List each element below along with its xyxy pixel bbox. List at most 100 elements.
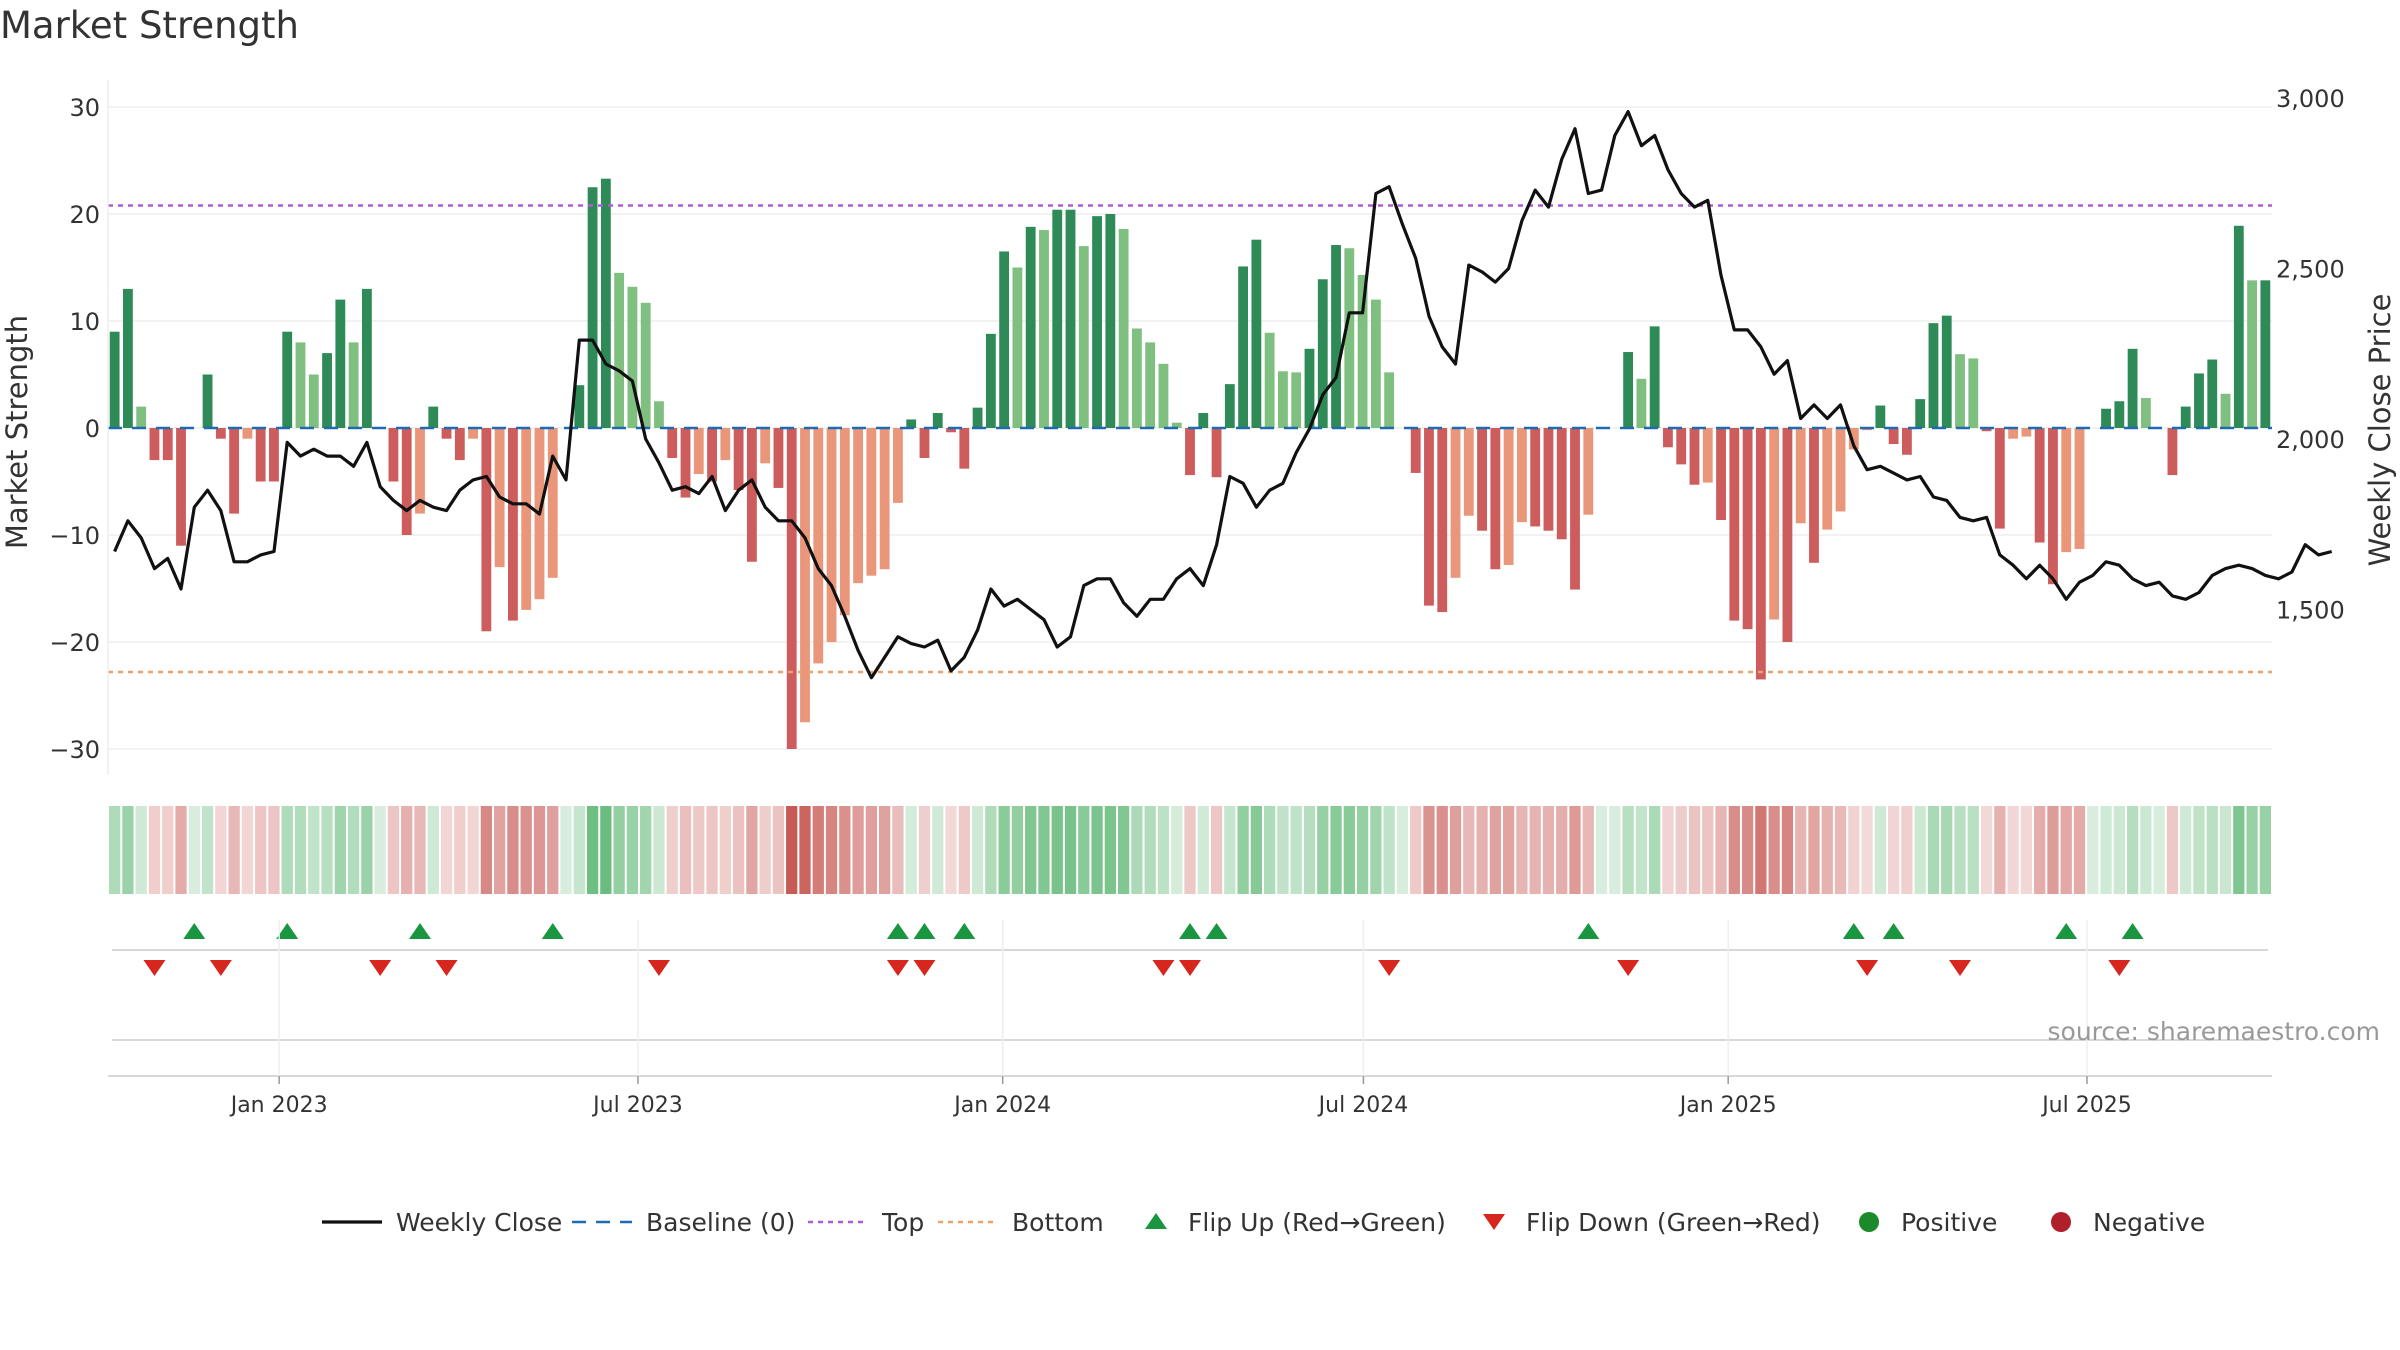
legend-item-flip-down: Flip Down (Green→Red) <box>1476 1202 1821 1242</box>
strength-bar <box>1649 326 1660 428</box>
market-strength-chart: −30 −20 −10 0 10 20 30 1,500 2,000 2,500 3,000 Jan… <box>0 80 2397 1118</box>
legend-swatch <box>322 1220 382 1224</box>
heat-cell <box>786 806 798 894</box>
heat-cell <box>1396 806 1409 894</box>
heat-cell <box>188 806 200 894</box>
heat-cell <box>1038 806 1050 894</box>
heat-cell <box>1502 806 1515 894</box>
heat-cell <box>2073 806 2086 894</box>
strength-bar <box>2207 359 2218 428</box>
flip-up-marker <box>1882 923 1905 939</box>
flip-up-marker <box>408 923 431 939</box>
y-tick-label: 0 <box>85 415 100 443</box>
legend-label: Baseline (0) <box>646 1207 796 1237</box>
strength-bar <box>2048 428 2058 585</box>
heat-cell <box>653 806 665 894</box>
strength-bar <box>866 428 877 576</box>
heat-cell <box>1516 806 1528 894</box>
heat-cell <box>1967 806 1979 894</box>
strength-bar <box>361 288 372 428</box>
strength-heat-strip <box>109 806 2271 894</box>
strength-bar <box>1291 372 1302 428</box>
strength-bar <box>335 299 346 428</box>
heat-cell <box>865 806 878 894</box>
strength-bar <box>972 407 983 428</box>
legend-swatch <box>1859 1212 1879 1232</box>
heat-cell <box>759 806 771 894</box>
strength-bar <box>1835 428 1846 512</box>
heat-cell <box>825 806 838 894</box>
strength-bar <box>1145 342 1156 428</box>
reference-lines <box>108 204 2272 674</box>
heat-cell <box>772 806 785 894</box>
heat-cell <box>2087 806 2099 894</box>
strength-bar <box>667 428 678 458</box>
legend-label: Negative <box>2093 1207 2206 1237</box>
strength-bar <box>1211 428 1222 478</box>
heat-cell <box>1556 806 1568 894</box>
heat-cell <box>175 806 187 894</box>
heat-cell <box>1834 806 1847 894</box>
strength-bar <box>521 428 532 610</box>
strength-bar <box>2194 373 2204 428</box>
strength-bar <box>919 428 930 458</box>
heat-cell <box>1569 806 1581 894</box>
heat-cell <box>1184 806 1196 894</box>
strength-bar <box>308 374 319 428</box>
heat-cell <box>1980 806 1993 894</box>
heat-cell <box>905 806 917 894</box>
heat-cell <box>998 806 1010 894</box>
heat-cell <box>1383 806 1395 894</box>
strength-bar <box>1317 279 1328 428</box>
strength-bar <box>1742 428 1753 630</box>
heat-cell <box>1303 806 1316 894</box>
strength-bar <box>2008 428 2019 439</box>
heat-cell <box>480 806 493 894</box>
heat-cell <box>1542 806 1555 894</box>
heat-cell <box>215 806 227 894</box>
flip-down-marker <box>647 960 670 976</box>
strength-bar <box>468 428 479 439</box>
strength-bar <box>733 428 744 491</box>
strength-bars <box>109 178 2271 749</box>
legend-swatch <box>572 1220 632 1224</box>
strength-bar <box>1901 428 1912 455</box>
heat-cell <box>812 806 824 894</box>
strength-bar <box>1012 267 1023 428</box>
strength-bar <box>1503 428 1514 565</box>
y2-tick-label: 2,500 <box>2276 256 2345 284</box>
strength-bar <box>1968 358 1979 428</box>
strength-bar <box>1198 413 1209 428</box>
y-tick-label: 20 <box>69 201 100 229</box>
flip-up-marker <box>1179 923 1201 939</box>
flip-up-marker <box>1577 923 1600 939</box>
strength-bar <box>1623 352 1634 428</box>
heat-cell <box>1715 806 1727 894</box>
strength-bar <box>1755 428 1766 680</box>
strength-bar <box>1437 428 1448 613</box>
strength-bar <box>1663 428 1673 448</box>
heat-cell <box>361 806 373 894</box>
strength-bar <box>893 428 903 503</box>
heat-cell <box>1768 806 1780 894</box>
strength-bar <box>707 428 717 482</box>
heat-cell <box>985 806 997 894</box>
strength-bar <box>1795 428 1806 524</box>
heat-cell <box>2193 806 2205 894</box>
strength-bar <box>680 428 691 498</box>
strength-bar <box>1702 428 1713 483</box>
legend-swatch <box>2051 1212 2071 1232</box>
strength-bar <box>1716 428 1726 521</box>
heat-cell <box>533 806 546 894</box>
heat-cell <box>440 806 453 894</box>
heat-cell <box>1463 806 1475 894</box>
heat-cell <box>1675 806 1687 894</box>
y2-tick-label: 1,500 <box>2276 597 2345 625</box>
heat-cell <box>2113 806 2125 894</box>
heat-cell <box>1144 806 1156 894</box>
heat-cell <box>1064 806 1077 894</box>
strength-bar <box>2233 225 2244 428</box>
heat-cell <box>1821 806 1833 894</box>
strength-bar <box>1848 428 1859 450</box>
heat-cell <box>799 806 811 894</box>
